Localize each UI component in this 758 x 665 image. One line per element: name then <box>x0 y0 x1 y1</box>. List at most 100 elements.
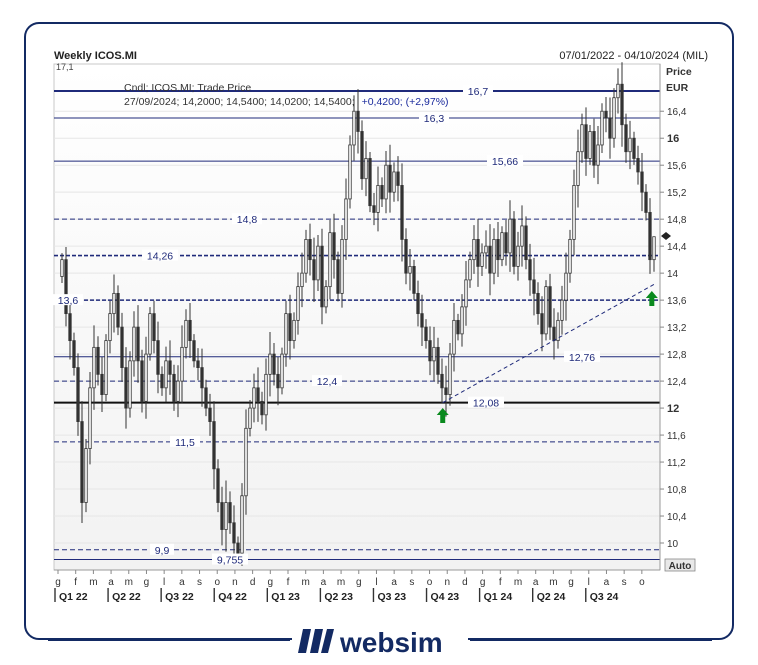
level-label-bg <box>564 350 600 362</box>
x-month-label: f <box>499 577 502 588</box>
candle <box>272 342 276 386</box>
candle-body <box>448 353 452 395</box>
candle-body <box>376 185 380 213</box>
candle-body <box>316 245 320 281</box>
candle <box>108 300 112 354</box>
candle-body <box>364 158 368 180</box>
candle <box>456 313 460 341</box>
candle <box>316 235 320 292</box>
candle-body <box>72 340 76 369</box>
x-quarter-label: Q2 24 <box>537 591 566 603</box>
candle <box>308 223 312 276</box>
y-tick-label: 14,8 <box>667 215 687 226</box>
candle <box>560 285 564 335</box>
candle-body <box>212 421 216 470</box>
candle <box>452 302 456 372</box>
candle-body <box>604 110 608 119</box>
candle-body <box>520 225 524 247</box>
candle <box>240 483 244 566</box>
candle-body <box>184 319 188 348</box>
candle-body <box>396 171 400 186</box>
info-values: 27/09/2024; 14,2000; 14,5400; 14,0200; 1… <box>124 96 355 108</box>
candle-body <box>496 239 500 261</box>
candle-body <box>620 83 624 126</box>
candle <box>564 252 568 321</box>
candle <box>112 274 116 333</box>
candle <box>284 300 288 367</box>
candle <box>608 97 612 159</box>
y-tick-label: 12,4 <box>667 377 687 388</box>
x-quarter-label: Q1 23 <box>271 591 300 603</box>
x-quarter-label: Q3 24 <box>590 591 619 603</box>
info-line-1: Cndl; ICOS.MI; Trade Price <box>124 82 251 94</box>
x-month-label: s <box>197 577 202 588</box>
candle <box>252 373 256 423</box>
y-tick-label: 16,4 <box>667 107 687 118</box>
candle-body <box>444 387 448 395</box>
candle-body <box>536 292 540 315</box>
auto-button[interactable] <box>664 558 696 572</box>
candle-body <box>340 239 344 294</box>
candle <box>516 231 520 281</box>
y-tick-label: 10,4 <box>667 512 687 523</box>
x-month-label: a <box>179 577 185 588</box>
level-label: 12,08 <box>473 398 499 410</box>
candle <box>264 358 268 431</box>
candle <box>384 150 388 214</box>
candle-body <box>480 252 484 267</box>
candle-body <box>108 313 112 342</box>
y-tick-label: 15,6 <box>667 161 687 172</box>
candle <box>428 326 432 376</box>
candle-body <box>296 286 300 321</box>
candle-body <box>388 164 392 193</box>
candle-body <box>424 326 428 342</box>
candle <box>176 365 180 418</box>
x-month-label: g <box>568 577 574 588</box>
x-quarter-label: Q3 23 <box>377 591 406 603</box>
candle <box>424 319 428 349</box>
candle <box>328 219 332 300</box>
x-month-label: a <box>321 577 327 588</box>
candle-body <box>648 212 652 261</box>
x-month-label: s <box>409 577 414 588</box>
candle-body <box>492 239 496 274</box>
candle <box>192 334 196 368</box>
candle-body <box>224 502 228 530</box>
candle <box>204 379 208 417</box>
candle-body <box>512 218 516 267</box>
candle-body <box>168 360 172 375</box>
candle-body <box>352 110 356 146</box>
candle <box>568 229 572 283</box>
level-label: 12,76 <box>569 352 595 364</box>
candle-body <box>264 373 268 416</box>
candle <box>468 251 472 288</box>
candle-body <box>252 387 256 409</box>
candle-body <box>136 326 140 362</box>
candle <box>232 505 236 561</box>
candle <box>332 213 336 279</box>
candle <box>164 346 168 403</box>
candle-body <box>120 326 124 368</box>
candle <box>168 340 172 395</box>
candle-body <box>524 225 528 261</box>
candle <box>152 300 156 354</box>
candle-body <box>476 239 480 267</box>
chart-title: Weekly ICOS.MI <box>54 50 137 62</box>
candle <box>512 211 516 275</box>
candle <box>348 135 352 209</box>
candle-body <box>348 144 352 200</box>
level-label: 11,5 <box>175 437 195 449</box>
candle <box>68 294 72 360</box>
candle-body <box>260 400 264 416</box>
candle-body <box>320 245 324 308</box>
y-tick-label: 10 <box>667 539 679 550</box>
candle <box>336 251 340 302</box>
level-label-bg <box>463 84 493 96</box>
candle <box>80 401 84 524</box>
level-label-bg <box>212 553 248 565</box>
candle <box>116 285 120 336</box>
candle-body <box>144 353 148 402</box>
candle <box>200 348 204 407</box>
candle <box>344 178 348 260</box>
candle <box>616 68 620 114</box>
